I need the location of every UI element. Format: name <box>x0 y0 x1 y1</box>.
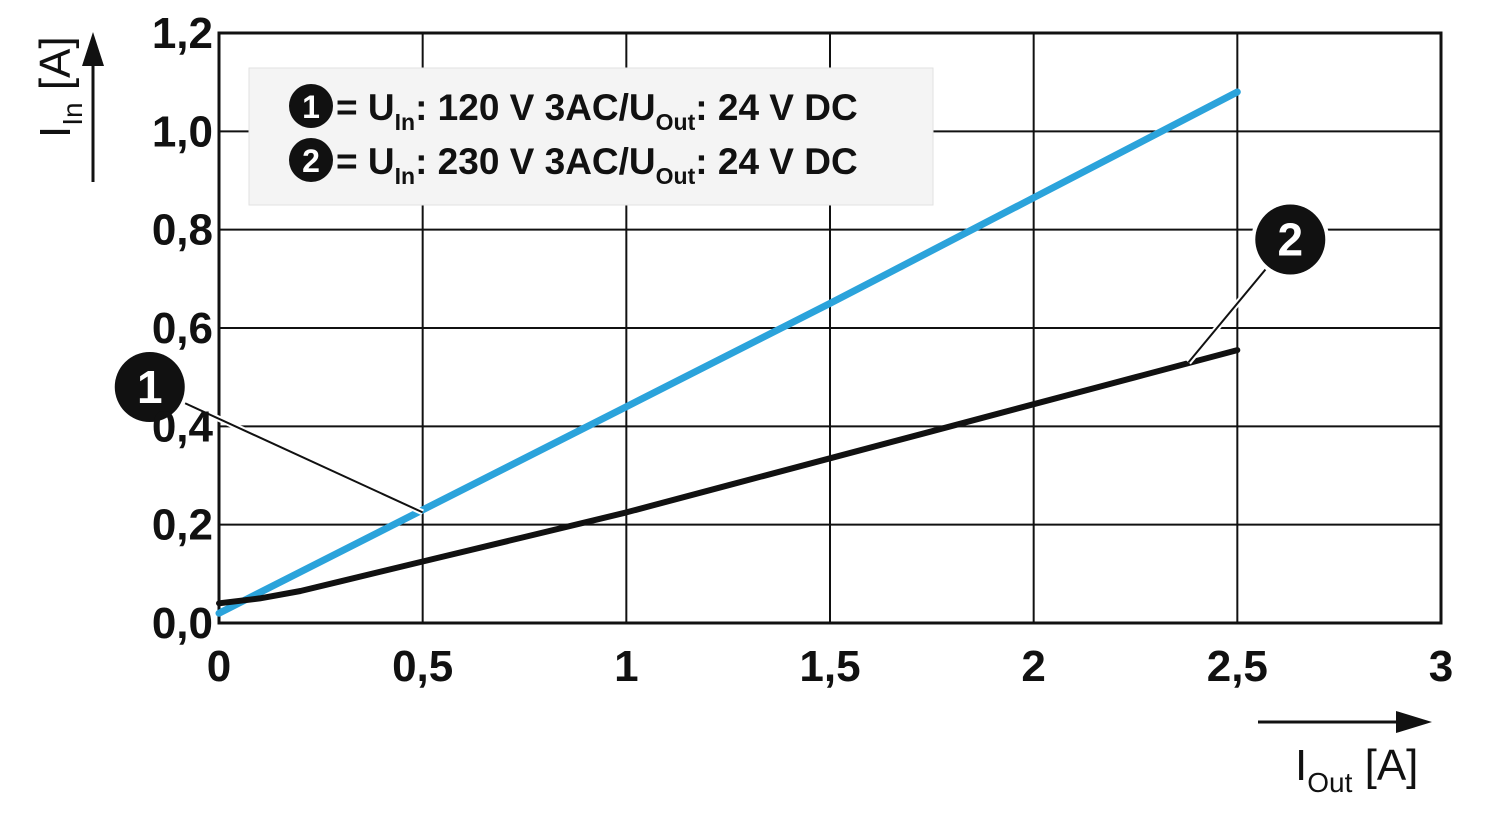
y-axis-title: IIn [A] <box>31 32 104 182</box>
y-tick-label-2: 0,4 <box>152 402 214 451</box>
y-axis-label: IIn [A] <box>31 36 88 138</box>
x-axis-ticks: 0 0,5 1 1,5 2 2,5 3 <box>207 642 1453 691</box>
legend: 1 = UIn: 120 V 3AC/UOut: 24 V DC 2 = UIn… <box>248 67 934 206</box>
legend-entry-1-text: = UIn: 120 V 3AC/UOut: 24 V DC <box>336 87 858 135</box>
y-axis-label-unit: [A] <box>31 36 80 102</box>
legend-1-sub-in: In <box>395 109 415 135</box>
legend-1-sub-out: Out <box>656 109 696 135</box>
callout-leader-1 <box>149 386 424 514</box>
legend-2-sub-out: Out <box>656 163 696 189</box>
x-axis-label-main: I <box>1295 741 1307 790</box>
callout-2: 2 <box>1186 200 1330 365</box>
callout-marker-1 <box>114 352 185 422</box>
y-tick-label-4: 0,8 <box>152 206 213 255</box>
legend-marker-1 <box>289 84 333 128</box>
x-tick-label-6: 3 <box>1429 642 1453 691</box>
y-tick-label-3: 0,6 <box>152 304 213 353</box>
x-axis-arrow-head <box>1396 711 1432 733</box>
callout-marker-2 <box>1255 204 1326 275</box>
series-line-1 <box>215 88 1241 617</box>
plot-frame <box>217 31 1443 625</box>
legend-1-eq: = U <box>336 87 395 128</box>
legend-marker-2 <box>289 138 333 182</box>
legend-2-eq: = U <box>336 141 395 182</box>
x-tick-label-5: 2,5 <box>1207 642 1268 691</box>
series-layer <box>215 88 1241 617</box>
legend-entry-2-text: = UIn: 230 V 3AC/UOut: 24 V DC <box>336 141 858 189</box>
x-axis-label-unit: [A] <box>1352 741 1418 790</box>
y-axis-ticks: 0,0 0,2 0,4 0,6 0,8 1,0 1,2 <box>152 9 214 648</box>
legend-1-mid: : 120 V 3AC/U <box>415 87 656 128</box>
x-tick-label-4: 2 <box>1021 642 1045 691</box>
series-line-2 <box>216 347 1241 607</box>
legend-marker-1-label: 1 <box>302 89 320 125</box>
legend-entry-2: 2 = UIn: 230 V 3AC/UOut: 24 V DC <box>289 138 858 189</box>
legend-entry-1: 1 = UIn: 120 V 3AC/UOut: 24 V DC <box>289 84 858 135</box>
x-axis-title: IOut [A] <box>1258 711 1432 798</box>
x-tick-label-1: 0,5 <box>392 642 453 691</box>
callout-label-1: 1 <box>137 361 163 413</box>
legend-1-end: : 24 V DC <box>695 87 857 128</box>
callout-layer: 12 <box>110 200 1330 516</box>
y-tick-label-1: 0,2 <box>152 501 213 550</box>
legend-box <box>248 67 934 206</box>
y-tick-label-6: 1,2 <box>152 9 213 58</box>
x-tick-label-0: 0 <box>207 642 231 691</box>
callout-1: 1 <box>110 348 424 516</box>
callout-label-2: 2 <box>1277 214 1303 266</box>
x-tick-label-2: 1 <box>614 642 638 691</box>
y-axis-label-main: I <box>31 126 80 138</box>
y-tick-label-5: 1,0 <box>152 107 213 156</box>
legend-2-mid: : 230 V 3AC/U <box>415 141 656 182</box>
x-axis-label: IOut [A] <box>1295 741 1418 798</box>
y-axis-arrow-head <box>82 32 104 66</box>
x-tick-label-3: 1,5 <box>799 642 860 691</box>
y-axis-label-sub: In <box>57 102 88 125</box>
legend-marker-2-label: 2 <box>302 143 320 179</box>
legend-2-end: : 24 V DC <box>695 141 857 182</box>
x-axis-label-sub: Out <box>1307 767 1352 798</box>
y-tick-label-0: 0,0 <box>152 599 213 648</box>
legend-2-sub-in: In <box>395 163 415 189</box>
